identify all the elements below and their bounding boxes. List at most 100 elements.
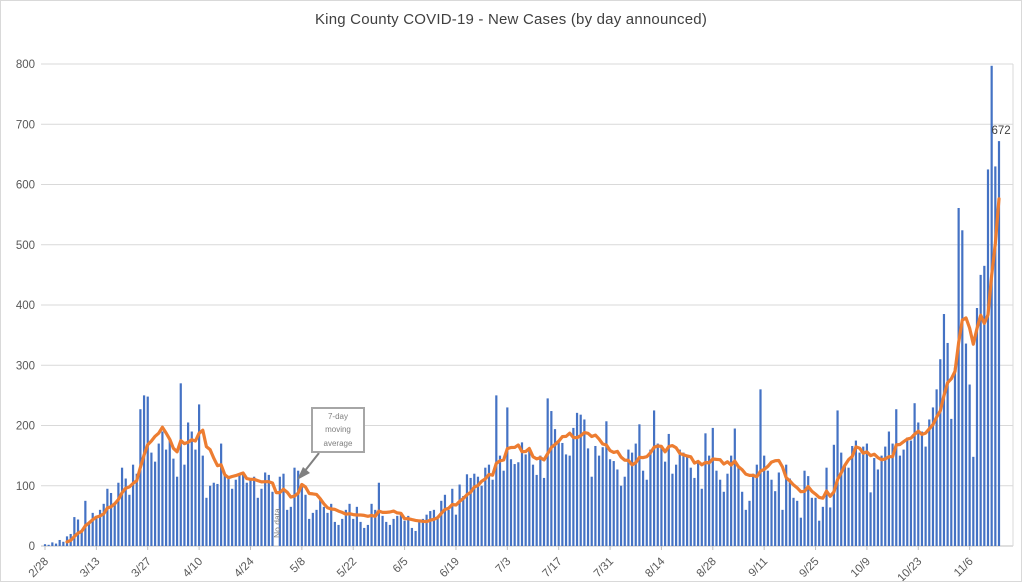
bar (697, 461, 700, 546)
bar (73, 517, 76, 546)
bar (198, 404, 201, 546)
bar (506, 407, 509, 546)
bar (407, 515, 410, 546)
last-point-data-label: 672 (992, 125, 1011, 137)
y-tick-label: 100 (16, 481, 35, 493)
bar (297, 470, 300, 546)
bar (997, 141, 1001, 546)
bar (150, 452, 153, 546)
bar (961, 230, 964, 547)
bar (880, 455, 883, 546)
bar (524, 454, 527, 546)
x-tick-label: 9/25 (797, 556, 821, 580)
bar (583, 419, 586, 546)
no-data-label: No data (272, 508, 282, 538)
bar (807, 476, 810, 546)
bar (315, 509, 318, 546)
bar (895, 409, 898, 546)
bar (326, 512, 329, 546)
bar (792, 497, 795, 546)
bar (869, 492, 872, 546)
bar (473, 473, 476, 546)
bar (799, 517, 802, 546)
bar (517, 462, 520, 546)
bar (766, 470, 769, 546)
bar (363, 527, 366, 546)
bar (924, 446, 927, 546)
bar (700, 488, 703, 546)
bar (341, 518, 344, 546)
bar (106, 488, 109, 546)
bar (469, 477, 472, 546)
bar (498, 455, 502, 546)
y-tick-label: 500 (16, 240, 35, 252)
bar (884, 446, 887, 546)
bar (983, 265, 986, 546)
x-tick-label: 11/6 (952, 556, 976, 580)
bar (476, 476, 480, 546)
bar (641, 470, 645, 546)
bar (175, 476, 179, 546)
bar (54, 543, 58, 546)
bar (212, 482, 215, 546)
bar (480, 485, 483, 546)
bar (851, 445, 854, 546)
y-tick-label: 300 (16, 360, 35, 372)
bar (942, 314, 946, 546)
bar (575, 412, 579, 546)
moving-average-line (65, 197, 1001, 544)
bar (909, 440, 913, 546)
bar (939, 359, 942, 546)
bar (194, 449, 197, 546)
bar (550, 411, 553, 546)
x-tick-label: 6/5 (391, 556, 411, 576)
bar (216, 483, 219, 546)
bar (825, 467, 828, 546)
bar (818, 520, 821, 546)
x-tick-label: 7/3 (494, 556, 514, 576)
bar (418, 521, 421, 546)
bar (854, 440, 857, 546)
bar (803, 470, 806, 546)
bar (781, 509, 784, 546)
bar (689, 467, 692, 546)
bar (293, 467, 296, 546)
x-tick-label: 8/14 (643, 555, 668, 580)
bar (759, 389, 762, 546)
x-tick-label: 10/9 (849, 556, 873, 580)
bar (737, 467, 740, 546)
bar (454, 514, 458, 546)
bar (994, 166, 997, 547)
bar (465, 474, 469, 546)
bar (579, 414, 582, 546)
bar (572, 427, 575, 546)
bar (953, 367, 957, 546)
bar (638, 424, 641, 546)
bar (513, 464, 516, 546)
bar (619, 485, 623, 546)
bar (774, 491, 777, 546)
bar (887, 431, 891, 546)
bar (935, 389, 938, 546)
bar (421, 518, 425, 546)
bar (597, 455, 601, 546)
bar (865, 443, 869, 546)
bar (832, 444, 835, 546)
bar (344, 509, 347, 546)
bar (704, 433, 707, 546)
bar (242, 474, 245, 546)
bar (528, 449, 531, 546)
bar (253, 476, 256, 546)
bar (520, 442, 524, 546)
bar (652, 410, 656, 546)
bar (223, 473, 226, 546)
bar (348, 503, 351, 546)
bar (829, 507, 832, 546)
bar (124, 478, 127, 546)
bar (58, 539, 61, 546)
bar (392, 518, 395, 546)
bar (777, 472, 780, 546)
bar (594, 445, 597, 546)
bar (964, 343, 968, 546)
